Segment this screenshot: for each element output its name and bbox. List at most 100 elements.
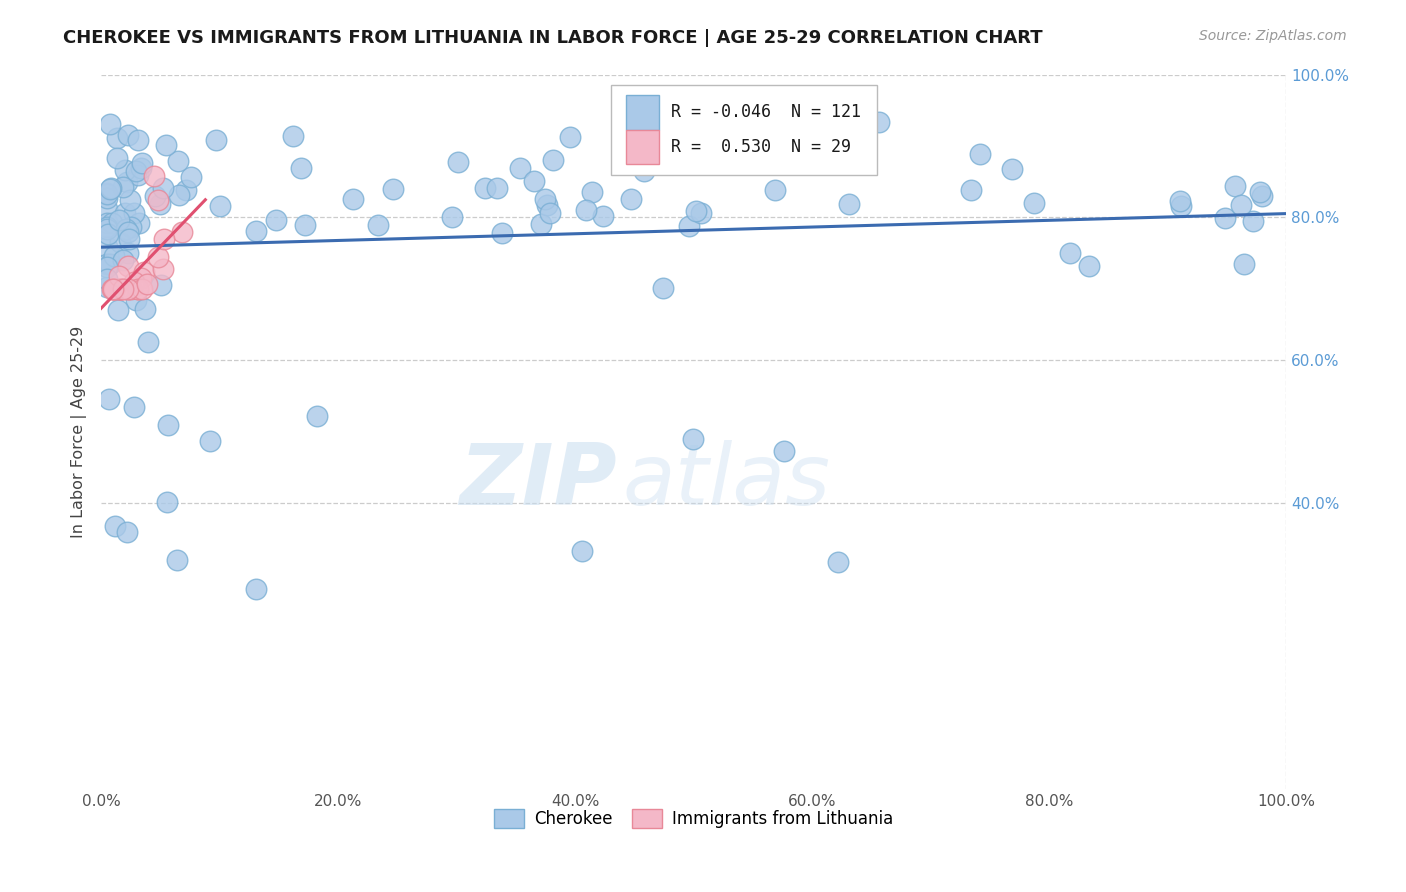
Point: [581, 185, 603, 199]
Point: [509, 161, 531, 176]
FancyBboxPatch shape: [610, 86, 877, 175]
Point: [127, 282, 149, 296]
Text: CHEROKEE VS IMMIGRANTS FROM LITHUANIA IN LABOR FORCE | AGE 25-29 CORRELATION CHA: CHEROKEE VS IMMIGRANTS FROM LITHUANIA IN…: [63, 29, 1043, 46]
Point: [474, 180, 496, 194]
Point: [1059, 246, 1081, 260]
Point: [1251, 188, 1274, 202]
Point: [98, 117, 121, 131]
Point: [1223, 178, 1246, 193]
Point: [152, 261, 174, 276]
Point: [111, 282, 134, 296]
Point: [143, 169, 166, 183]
Text: R =  0.530  N = 29: R = 0.530 N = 29: [671, 137, 851, 156]
Point: [115, 175, 138, 189]
Point: [104, 519, 127, 533]
Point: [149, 278, 172, 293]
Point: [111, 253, 134, 268]
Point: [108, 282, 131, 296]
Point: [96, 257, 118, 271]
Point: [115, 222, 138, 236]
Text: atlas: atlas: [623, 441, 831, 524]
Point: [103, 282, 125, 296]
Point: [1170, 199, 1192, 213]
Point: [447, 154, 470, 169]
Point: [107, 268, 129, 283]
Point: [103, 282, 125, 296]
Point: [245, 582, 267, 596]
Point: [486, 181, 509, 195]
Point: [678, 219, 700, 233]
Point: [530, 217, 553, 231]
Point: [98, 182, 121, 196]
Point: [103, 282, 125, 296]
Point: [127, 133, 149, 147]
Point: [149, 196, 172, 211]
Point: [560, 130, 582, 145]
Point: [117, 128, 139, 143]
Y-axis label: In Labor Force | Age 25-29: In Labor Force | Age 25-29: [72, 326, 87, 538]
Point: [153, 232, 176, 246]
Point: [763, 184, 786, 198]
Point: [105, 131, 128, 145]
Point: [131, 282, 153, 296]
Point: [264, 213, 287, 227]
Point: [122, 275, 145, 289]
Point: [382, 182, 405, 196]
Point: [1077, 259, 1099, 273]
Text: R = -0.046  N = 121: R = -0.046 N = 121: [671, 103, 860, 121]
Point: [96, 260, 118, 274]
Point: [205, 133, 228, 147]
Point: [307, 409, 329, 423]
Point: [523, 174, 546, 188]
Point: [838, 197, 860, 211]
Point: [96, 222, 118, 236]
Point: [969, 147, 991, 161]
Point: [107, 212, 129, 227]
Point: [125, 164, 148, 178]
Point: [146, 250, 169, 264]
Point: [441, 211, 464, 225]
Point: [108, 235, 131, 249]
Point: [96, 186, 118, 200]
FancyBboxPatch shape: [626, 129, 659, 164]
Point: [103, 248, 125, 262]
Point: [575, 203, 598, 218]
Text: Source: ZipAtlas.com: Source: ZipAtlas.com: [1199, 29, 1347, 43]
Point: [536, 197, 558, 211]
FancyBboxPatch shape: [626, 95, 659, 129]
Point: [101, 282, 124, 296]
Point: [725, 157, 748, 171]
Point: [127, 169, 149, 183]
Point: [118, 232, 141, 246]
Point: [110, 282, 132, 296]
Point: [128, 216, 150, 230]
Point: [117, 245, 139, 260]
Point: [96, 227, 118, 241]
Point: [117, 282, 139, 296]
Point: [290, 161, 312, 175]
Point: [538, 205, 561, 219]
Point: [245, 224, 267, 238]
Point: [129, 270, 152, 285]
Point: [96, 216, 118, 230]
Text: ZIP: ZIP: [458, 441, 616, 524]
Point: [633, 164, 655, 178]
Point: [96, 220, 118, 235]
Point: [122, 206, 145, 220]
Point: [143, 189, 166, 203]
Point: [180, 169, 202, 184]
Point: [105, 151, 128, 165]
Point: [117, 524, 139, 539]
Point: [1215, 211, 1237, 225]
Point: [167, 187, 190, 202]
Point: [690, 206, 713, 220]
Legend: Cherokee, Immigrants from Lithuania: Cherokee, Immigrants from Lithuania: [486, 802, 900, 835]
Point: [1001, 162, 1024, 177]
Point: [114, 206, 136, 220]
Point: [342, 193, 364, 207]
Point: [146, 193, 169, 207]
Point: [96, 187, 118, 202]
Point: [107, 282, 129, 296]
Point: [112, 282, 135, 296]
Point: [117, 259, 139, 273]
